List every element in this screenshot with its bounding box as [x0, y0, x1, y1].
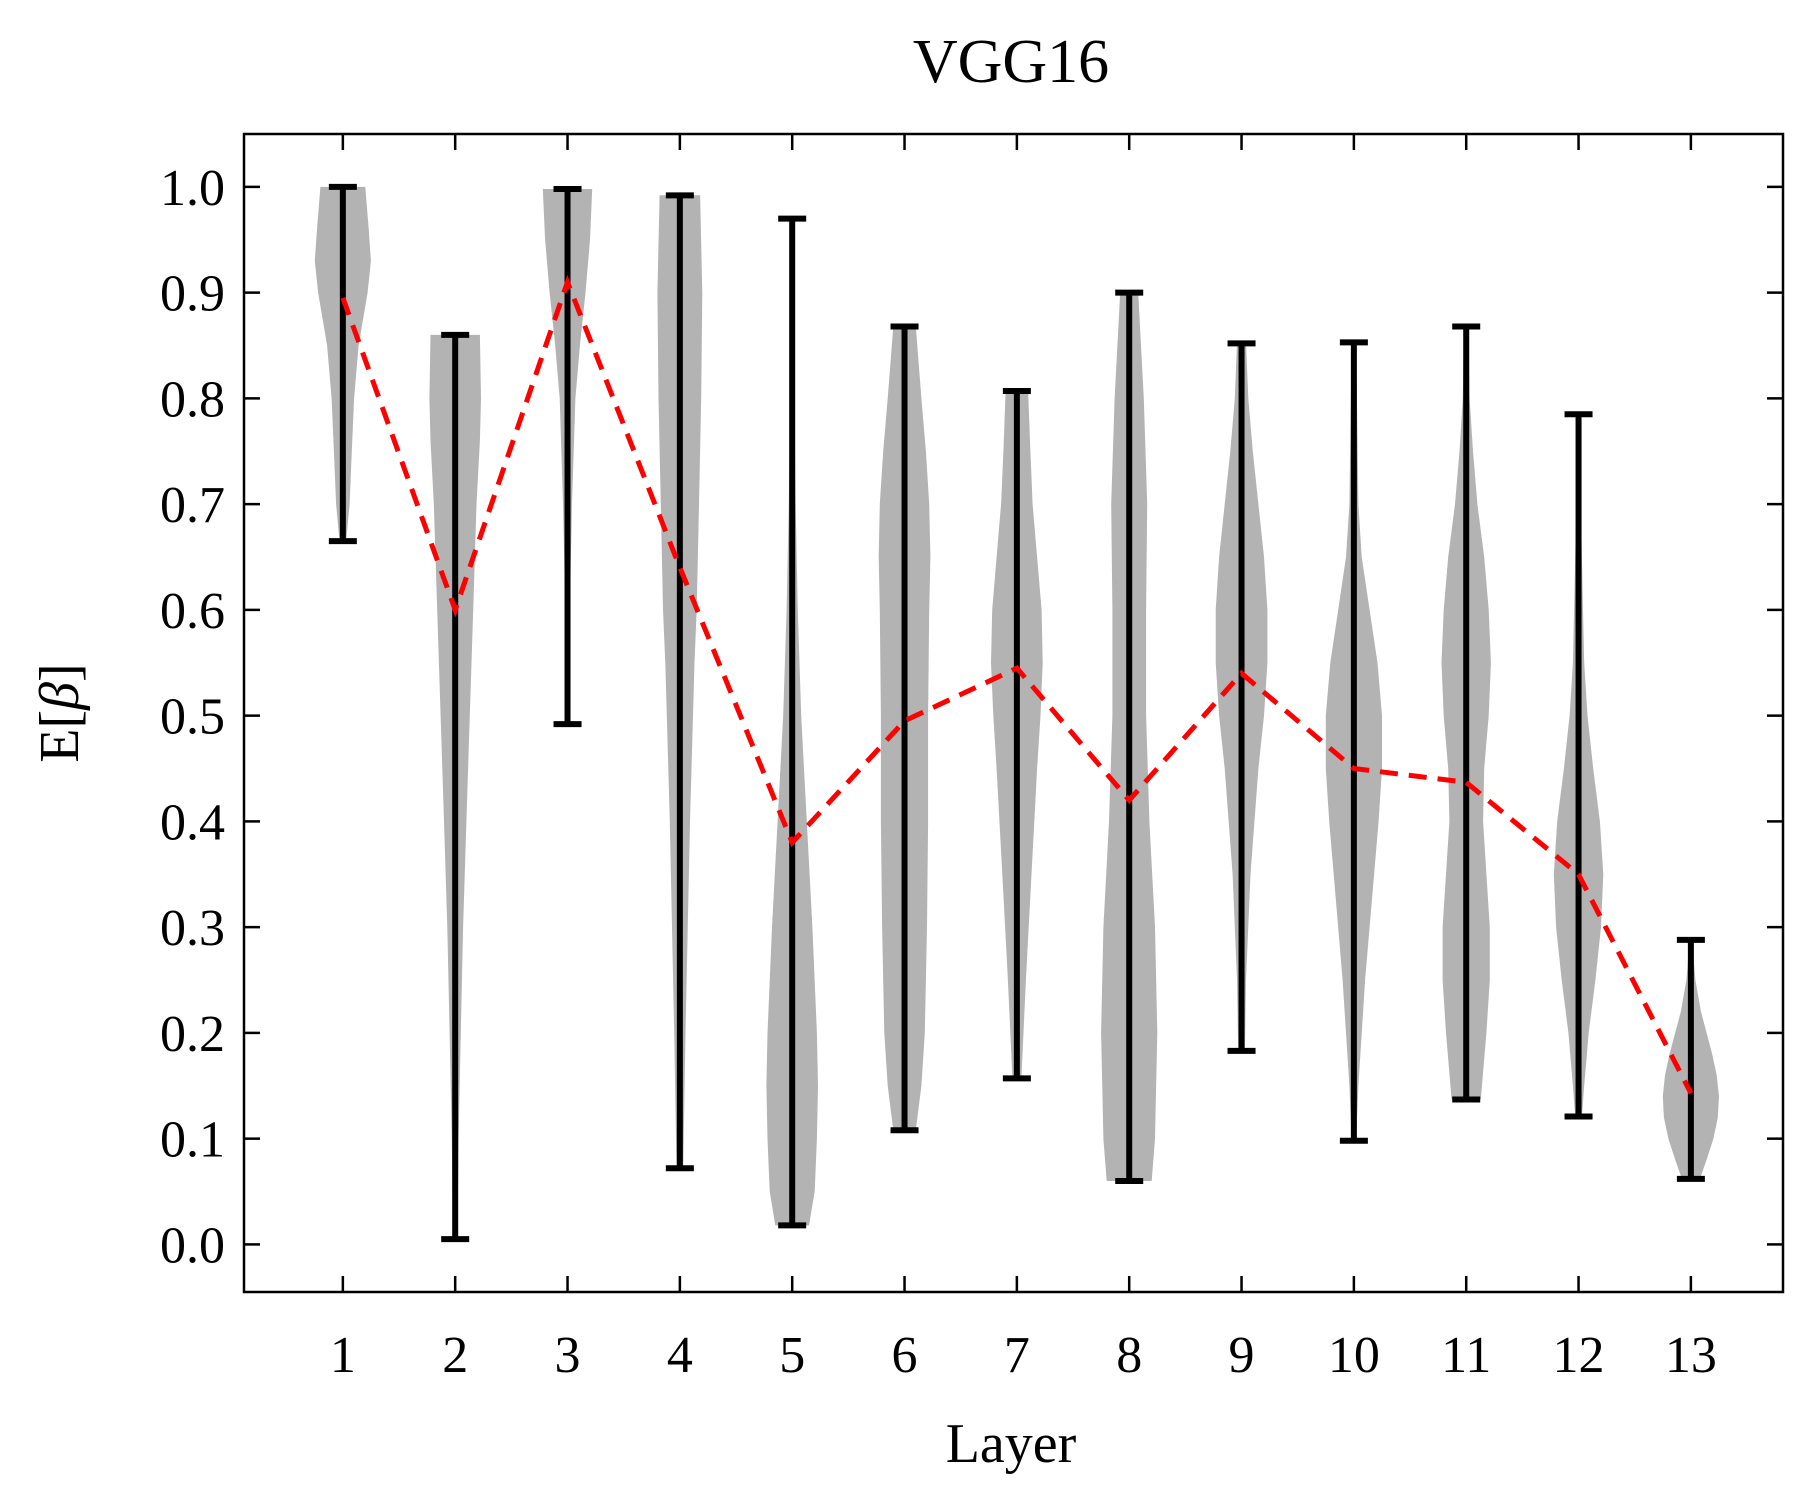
x-tick-label: 5: [779, 1327, 805, 1384]
x-axis-label: Layer: [946, 1413, 1077, 1475]
y-tick-label: 0.9: [160, 266, 225, 323]
whiskers: [328, 183, 1705, 1243]
x-tick-label: 6: [892, 1327, 918, 1384]
plot-frame: [242, 132, 1785, 1294]
y-tick-label: 0.5: [160, 689, 225, 746]
y-axis: 0.0 0.1 0.2 0.3 0.4 0.5 0.6 0.7 0.8 0.9 1.0: [160, 160, 1783, 1274]
y-axis-label-prefix: E[: [29, 710, 91, 763]
y-tick-label: 0.2: [160, 1006, 225, 1063]
x-tick-label: 9: [1229, 1327, 1255, 1384]
x-tick-label: 13: [1665, 1327, 1717, 1384]
y-tick-label: 0.1: [160, 1112, 225, 1169]
y-axis-label-suffix: ]: [29, 663, 91, 682]
y-axis-label: E[β]: [29, 663, 91, 762]
x-axis: 1 2 3 4 5 6 7 8 9 10 11 12 13: [330, 134, 1717, 1384]
y-tick-label: 0.3: [160, 900, 225, 957]
mean-line: [340, 274, 1694, 1095]
y-tick-label: 0.8: [160, 371, 225, 428]
y-tick-label: 0.0: [160, 1217, 225, 1274]
x-tick-label: 3: [555, 1327, 581, 1384]
x-tick-label: 10: [1328, 1327, 1380, 1384]
x-tick-label: 4: [667, 1327, 693, 1384]
x-tick-label: 1: [330, 1327, 356, 1384]
x-tick-label: 7: [1004, 1327, 1030, 1384]
x-tick-label: 2: [442, 1327, 468, 1384]
chart-title: VGG16: [913, 28, 1109, 96]
x-tick-label: 8: [1116, 1327, 1142, 1384]
y-tick-label: 0.6: [160, 583, 225, 640]
mean-line-group: [340, 274, 1694, 1095]
x-tick-label: 12: [1553, 1327, 1605, 1384]
y-axis-label-symbol: β: [29, 682, 91, 711]
y-tick-label: 1.0: [160, 160, 225, 217]
x-tick-label: 11: [1441, 1327, 1491, 1384]
y-tick-label: 0.4: [160, 794, 225, 851]
y-tick-label: 0.7: [160, 477, 225, 534]
